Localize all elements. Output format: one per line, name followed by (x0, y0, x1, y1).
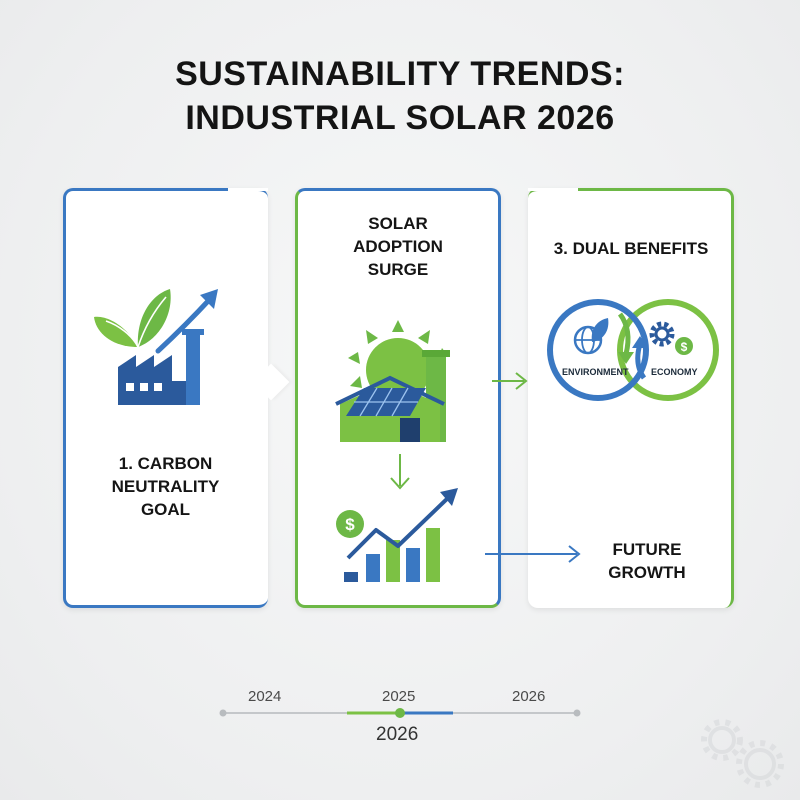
factory-leaf-illustration (94, 289, 218, 405)
solar-label-line-1: SOLAR (368, 214, 428, 233)
timeline-tick-2026: 2026 (512, 688, 546, 705)
solar-label-line-2: ADOPTION (353, 237, 443, 256)
svg-text:$: $ (345, 515, 355, 534)
solar-label-line-3: SURGE (367, 260, 429, 279)
carbon-label-line-2: NEUTRALITY (111, 477, 220, 496)
growth-arrow-icon (346, 488, 458, 560)
factory-icon (118, 329, 204, 405)
panel-dual-benefits (528, 188, 734, 608)
environment-label: ENVIRONMENT (562, 367, 629, 377)
leaf-icon (94, 289, 171, 348)
bar-chart-icon (344, 528, 440, 582)
cycle-arrows-icon (547, 299, 719, 401)
dual-benefits-label: 3. DUAL BENEFITS (553, 239, 709, 258)
timeline-current-dot (395, 708, 405, 718)
timeline-track (219, 708, 581, 718)
title-line-1: SUSTAINABILITY TRENDS: (175, 55, 625, 93)
growth-arrow-icon (155, 289, 218, 354)
future-label-line-1: FUTURE (612, 540, 682, 559)
future-growth-label: FUTURE GROWTH (592, 538, 702, 584)
globe-leaf-icon (573, 318, 609, 355)
svg-text:$: $ (681, 340, 688, 354)
carbon-label-line-1: 1. CARBON (118, 454, 213, 473)
title-line-2: INDUSTRIAL SOLAR 2026 (185, 99, 615, 137)
future-label-line-2: GROWTH (608, 563, 686, 582)
solar-panel-icon (346, 387, 426, 417)
timeline-tick-2025: 2025 (382, 688, 416, 705)
dual-benefits-illustration: $ (547, 299, 719, 401)
future-arrow-icon (485, 545, 581, 563)
dollar-icon: $ (336, 510, 364, 538)
gear-icon (649, 321, 675, 347)
page-title: SUSTAINABILITY TRENDS: INDUSTRIAL SOLAR … (0, 52, 800, 140)
timeline-dot (219, 709, 227, 717)
carbon-neutrality-label: 1. CARBON NEUTRALITY GOAL (63, 452, 268, 521)
solar-adoption-label: SOLAR ADOPTION SURGE (295, 212, 501, 281)
dollar-icon: $ (675, 337, 693, 355)
gear-watermark-icon (701, 719, 784, 788)
down-arrow-icon (390, 454, 410, 490)
right-arrow-icon (492, 372, 528, 390)
timeline-tick-2024: 2024 (248, 688, 282, 705)
economy-label: ECONOMY (651, 367, 698, 377)
timeline-current-year: 2026 (376, 724, 419, 745)
growth-bar-chart-illustration: $ (336, 488, 458, 582)
solar-house-illustration (335, 320, 450, 442)
carbon-label-line-3: GOAL (140, 500, 191, 519)
timeline-dot (573, 709, 581, 717)
